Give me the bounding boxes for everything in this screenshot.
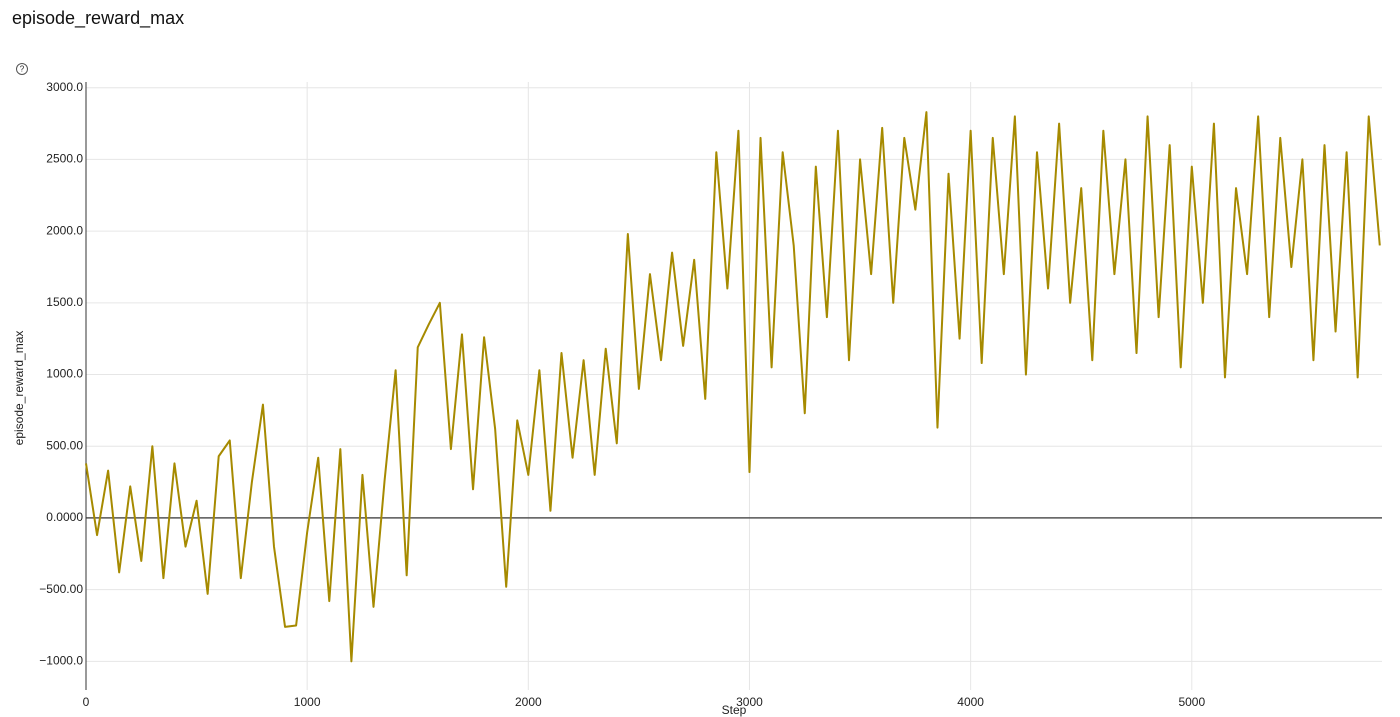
x-tick-label: 1000 (294, 695, 321, 709)
chart-title: episode_reward_max (12, 8, 184, 29)
y-tick-label: 1000.0 (46, 367, 83, 381)
y-tick-label: 2500.0 (46, 152, 83, 166)
y-tick-label: 500.00 (46, 438, 83, 452)
data-line (85, 111, 1381, 663)
x-tick-label: 2000 (515, 695, 542, 709)
y-tick-label: 3000.0 (46, 80, 83, 94)
x-tick-label: 3000 (736, 695, 763, 709)
x-tick-label: 4000 (957, 695, 984, 709)
y-tick-label: −1000.0 (39, 653, 83, 667)
y-tick-label: −500.00 (39, 582, 83, 596)
y-tick-label: 2000.0 (46, 223, 83, 237)
x-tick-label: 0 (83, 695, 90, 709)
y-tick-label: 0.0000 (46, 510, 83, 524)
y-axis-label: episode_reward_max (12, 331, 26, 446)
svg-text:?: ? (20, 65, 25, 74)
x-tick-label: 5000 (1178, 695, 1205, 709)
x-axis-label: Step (722, 703, 747, 717)
y-tick-label: 1500.0 (46, 295, 83, 309)
help-icon[interactable]: ? (16, 63, 28, 75)
